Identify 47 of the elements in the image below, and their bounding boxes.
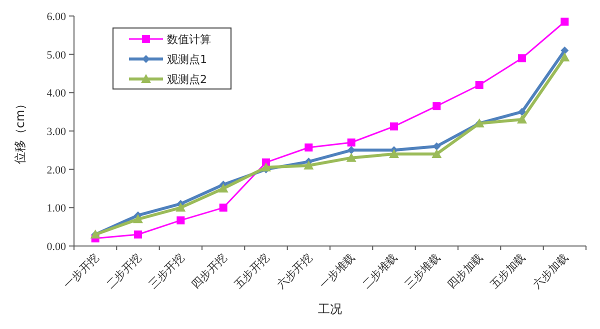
point xyxy=(261,162,271,172)
point xyxy=(432,102,441,110)
x-tick-label: 六步开挖 xyxy=(274,250,315,292)
x-tick-label: 三步开挖 xyxy=(146,250,187,292)
point xyxy=(304,160,314,170)
y-tick-label: 5.00 xyxy=(46,49,66,62)
y-tick-label: 4.00 xyxy=(46,88,66,100)
point xyxy=(304,143,313,152)
point xyxy=(133,214,143,224)
x-tick-label: 五步加载 xyxy=(488,250,528,292)
point xyxy=(518,54,526,62)
point xyxy=(176,216,185,224)
legend-label: 数值计算 xyxy=(167,33,211,46)
point xyxy=(432,142,441,150)
legend-label: 观测点1 xyxy=(167,53,207,66)
y-tick-label: 0.00 xyxy=(46,241,66,253)
legend-label: 观测点2 xyxy=(167,73,207,86)
x-tick-label: 一步堆载 xyxy=(317,250,358,292)
y-tick-label: 3.00 xyxy=(46,126,66,138)
x-tick-label: 五步开挖 xyxy=(232,250,272,292)
point xyxy=(518,108,526,116)
x-tick-label: 三步堆载 xyxy=(402,250,443,292)
y-axis-title: 位移（cm） xyxy=(13,98,27,164)
x-tick-label: 二步堆载 xyxy=(360,250,400,292)
point xyxy=(560,18,569,26)
point xyxy=(346,152,356,162)
point xyxy=(134,230,142,238)
point xyxy=(347,138,356,146)
point xyxy=(432,149,442,158)
point xyxy=(218,184,228,192)
point xyxy=(219,204,228,212)
y-tick-label: 2.00 xyxy=(46,164,66,176)
x-tick-label: 二步开挖 xyxy=(104,250,144,292)
y-tick-label: 1.00 xyxy=(46,202,66,215)
x-axis-title: 工况 xyxy=(318,302,342,316)
x-tick-label: 四步开挖 xyxy=(189,250,230,292)
point xyxy=(176,202,186,212)
point xyxy=(389,149,399,158)
point xyxy=(390,122,398,130)
point xyxy=(560,52,570,62)
point xyxy=(475,81,484,89)
x-tick-label: 六步加载 xyxy=(530,250,571,292)
y-tick-label: 6.00 xyxy=(46,11,66,23)
x-tick-label: 四步加载 xyxy=(445,250,486,292)
x-tick-label: 一步开挖 xyxy=(61,250,102,292)
point xyxy=(517,114,527,124)
point xyxy=(560,46,569,54)
